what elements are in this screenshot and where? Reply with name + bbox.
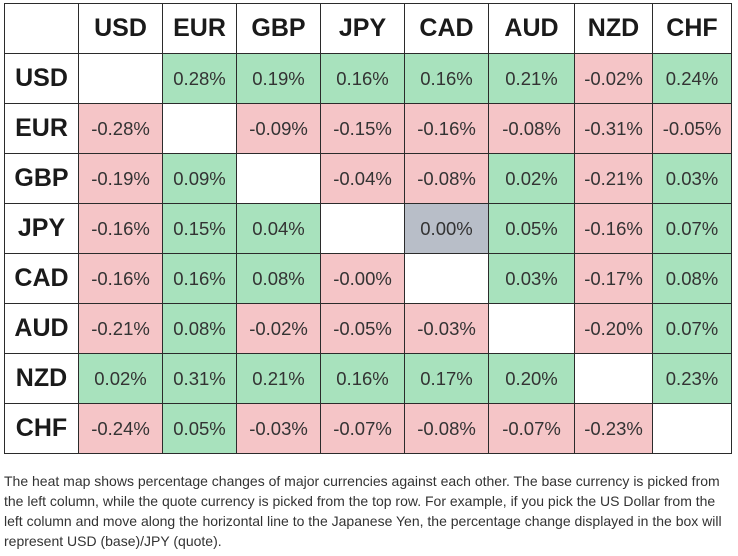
- heatmap-cell-aud-gbp: -0.02%: [236, 303, 321, 354]
- heatmap-cell-jpy-jpy: [320, 203, 405, 254]
- heatmap-cell-usd-eur: 0.28%: [162, 53, 237, 104]
- heatmap-cell-jpy-usd: -0.16%: [78, 203, 163, 254]
- heatmap-cell-jpy-nzd: -0.16%: [574, 203, 653, 254]
- heatmap-cell-chf-aud: -0.07%: [488, 403, 575, 454]
- heatmap-cell-usd-jpy: 0.16%: [320, 53, 405, 104]
- row-header-gbp: GBP: [4, 153, 79, 204]
- column-header-usd: USD: [78, 3, 163, 54]
- heatmap-cell-chf-nzd: -0.23%: [574, 403, 653, 454]
- row-header-eur: EUR: [4, 103, 79, 154]
- heatmap-cell-usd-aud: 0.21%: [488, 53, 575, 104]
- table-row: CAD -0.16% 0.16% 0.08% -0.00% 0.03% -0.17% 0.08…: [4, 253, 732, 304]
- heatmap-cell-chf-eur: 0.05%: [162, 403, 237, 454]
- heatmap-cell-aud-cad: -0.03%: [404, 303, 489, 354]
- heatmap-cell-usd-cad: 0.16%: [404, 53, 489, 104]
- heatmap-cell-cad-aud: 0.03%: [488, 253, 575, 304]
- heatmap-cell-cad-chf: 0.08%: [652, 253, 732, 304]
- heatmap-cell-nzd-chf: 0.23%: [652, 353, 732, 404]
- row-header-chf: CHF: [4, 403, 79, 454]
- row-header-aud: AUD: [4, 303, 79, 354]
- heatmap-cell-eur-usd: -0.28%: [78, 103, 163, 154]
- heatmap-cell-chf-jpy: -0.07%: [320, 403, 405, 454]
- table-row: NZD 0.02% 0.31% 0.21% 0.16% 0.17% 0.20% 0.23%: [4, 353, 732, 404]
- column-header-cad: CAD: [404, 3, 489, 54]
- heatmap-cell-eur-cad: -0.16%: [404, 103, 489, 154]
- heatmap-cell-cad-nzd: -0.17%: [574, 253, 653, 304]
- column-header-jpy: JPY: [320, 3, 405, 54]
- table-row: USD 0.28% 0.19% 0.16% 0.16% 0.21% -0.02% 0.24%: [4, 53, 732, 104]
- column-header-eur: EUR: [162, 3, 237, 54]
- heatmap-cell-nzd-nzd: [574, 353, 653, 404]
- heatmap-cell-cad-gbp: 0.08%: [236, 253, 321, 304]
- heatmap-cell-aud-usd: -0.21%: [78, 303, 163, 354]
- header-row: USD EUR GBP JPY CAD AUD NZD CHF: [4, 3, 732, 54]
- table-row: EUR -0.28% -0.09% -0.15% -0.16% -0.08% -0.31% -…: [4, 103, 732, 154]
- heatmap-cell-eur-gbp: -0.09%: [236, 103, 321, 154]
- column-header-chf: CHF: [652, 3, 732, 54]
- heatmap-cell-jpy-cad: 0.00%: [404, 203, 489, 254]
- currency-heatmap: USD EUR GBP JPY CAD AUD NZD CHF USD 0.28% 0.19% 0.1…: [4, 3, 732, 454]
- column-header-aud: AUD: [488, 3, 575, 54]
- heatmap-cell-eur-nzd: -0.31%: [574, 103, 653, 154]
- heatmap-cell-chf-cad: -0.08%: [404, 403, 489, 454]
- table-row: GBP -0.19% 0.09% -0.04% -0.08% 0.02% -0.21% 0.0…: [4, 153, 732, 204]
- heatmap-cell-cad-cad: [404, 253, 489, 304]
- heatmap-cell-gbp-aud: 0.02%: [488, 153, 575, 204]
- heatmap-cell-gbp-nzd: -0.21%: [574, 153, 653, 204]
- table-row: AUD -0.21% 0.08% -0.02% -0.05% -0.03% -0.20% 0.…: [4, 303, 732, 354]
- heatmap-cell-usd-usd: [78, 53, 163, 104]
- column-header-gbp: GBP: [236, 3, 321, 54]
- column-header-nzd: NZD: [574, 3, 653, 54]
- heatmap-cell-gbp-gbp: [236, 153, 321, 204]
- heatmap-cell-usd-chf: 0.24%: [652, 53, 732, 104]
- heatmap-cell-usd-gbp: 0.19%: [236, 53, 321, 104]
- heatmap-cell-jpy-chf: 0.07%: [652, 203, 732, 254]
- heatmap-cell-cad-usd: -0.16%: [78, 253, 163, 304]
- heatmap-cell-nzd-cad: 0.17%: [404, 353, 489, 404]
- heatmap-cell-cad-eur: 0.16%: [162, 253, 237, 304]
- heatmap-caption: The heat map shows percentage changes of…: [4, 473, 722, 549]
- heatmap-cell-nzd-jpy: 0.16%: [320, 353, 405, 404]
- table-row: JPY -0.16% 0.15% 0.04% 0.00% 0.05% -0.16% 0.07%: [4, 203, 732, 254]
- heatmap-cell-jpy-eur: 0.15%: [162, 203, 237, 254]
- heatmap-cell-jpy-gbp: 0.04%: [236, 203, 321, 254]
- heatmap-cell-eur-aud: -0.08%: [488, 103, 575, 154]
- heatmap-cell-gbp-usd: -0.19%: [78, 153, 163, 204]
- heatmap-cell-eur-jpy: -0.15%: [320, 103, 405, 154]
- row-header-cad: CAD: [4, 253, 79, 304]
- heatmap-cell-aud-chf: 0.07%: [652, 303, 732, 354]
- heatmap-cell-usd-nzd: -0.02%: [574, 53, 653, 104]
- corner-cell: [4, 3, 79, 54]
- heatmap-cell-nzd-usd: 0.02%: [78, 353, 163, 404]
- heatmap-cell-chf-chf: [652, 403, 732, 454]
- heatmap-cell-chf-usd: -0.24%: [78, 403, 163, 454]
- heatmap-cell-aud-nzd: -0.20%: [574, 303, 653, 354]
- heatmap-cell-cad-jpy: -0.00%: [320, 253, 405, 304]
- row-header-usd: USD: [4, 53, 79, 104]
- heatmap-cell-nzd-aud: 0.20%: [488, 353, 575, 404]
- heatmap-cell-jpy-aud: 0.05%: [488, 203, 575, 254]
- heatmap-cell-chf-gbp: -0.03%: [236, 403, 321, 454]
- row-header-nzd: NZD: [4, 353, 79, 404]
- heatmap-cell-aud-eur: 0.08%: [162, 303, 237, 354]
- heatmap-cell-aud-aud: [488, 303, 575, 354]
- heatmap-cell-gbp-eur: 0.09%: [162, 153, 237, 204]
- table-row: CHF -0.24% 0.05% -0.03% -0.07% -0.08% -0.07% -0…: [4, 403, 732, 454]
- heatmap-cell-eur-chf: -0.05%: [652, 103, 732, 154]
- heatmap-cell-eur-eur: [162, 103, 237, 154]
- heatmap-cell-gbp-jpy: -0.04%: [320, 153, 405, 204]
- heatmap-cell-aud-jpy: -0.05%: [320, 303, 405, 354]
- heatmap-cell-gbp-cad: -0.08%: [404, 153, 489, 204]
- heatmap-cell-nzd-gbp: 0.21%: [236, 353, 321, 404]
- heatmap-cell-gbp-chf: 0.03%: [652, 153, 732, 204]
- row-header-jpy: JPY: [4, 203, 79, 254]
- heatmap-cell-nzd-eur: 0.31%: [162, 353, 237, 404]
